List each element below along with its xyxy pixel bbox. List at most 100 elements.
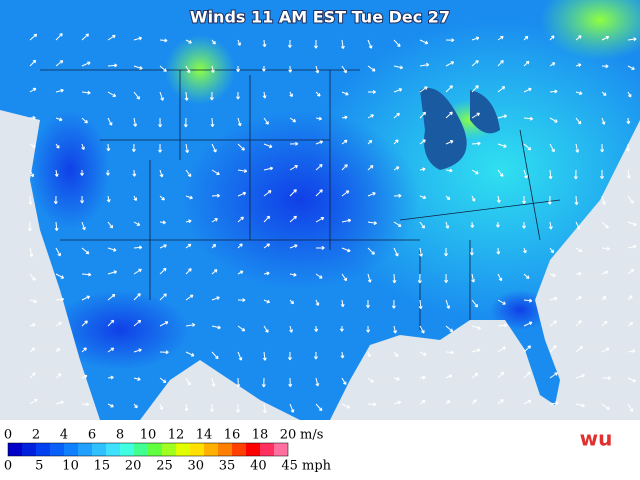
wind-arrow <box>601 376 612 381</box>
wind-arrow <box>393 88 403 93</box>
wind-arrow <box>315 116 322 121</box>
wind-arrow <box>601 403 610 410</box>
wind-arrow <box>367 247 375 255</box>
ms-label: 16 <box>224 428 241 443</box>
wind-arrow <box>419 400 426 405</box>
wind-arrow <box>158 143 163 153</box>
wind-arrow <box>263 325 269 333</box>
wind-arrow <box>54 169 59 177</box>
wind-arrow <box>29 323 36 327</box>
wind-arrow <box>159 267 167 275</box>
wind-arrow <box>341 115 348 120</box>
wind-arrow <box>133 268 142 275</box>
wind-arrow <box>393 39 401 48</box>
wind-arrow <box>263 215 271 223</box>
wind-arrow <box>55 60 64 67</box>
wind-arrow <box>523 143 532 151</box>
wind-arrow <box>211 169 220 176</box>
color-swatch <box>8 443 22 456</box>
wind-arrow <box>159 244 167 249</box>
ms-label: 20 <box>280 428 297 443</box>
wind-arrow <box>575 247 583 253</box>
wind-arrow <box>549 247 554 254</box>
wind-arrow <box>366 325 371 333</box>
wind-arrow <box>53 195 58 205</box>
wind-arrow <box>549 117 558 123</box>
wind-arrow <box>393 193 402 198</box>
wind-arrow <box>367 351 371 358</box>
wind-arrow <box>523 399 532 405</box>
wind-arrow <box>445 140 454 145</box>
wind-arrow <box>339 325 344 332</box>
wind-arrow <box>81 295 91 301</box>
wind-arrow <box>340 39 345 50</box>
wind-arrow <box>28 195 33 205</box>
wind-arrow <box>107 63 118 68</box>
wind-arrow <box>470 221 475 228</box>
wind-arrow <box>445 85 453 93</box>
wind-arrow <box>419 351 427 356</box>
wind-arrow <box>263 243 271 249</box>
ms-label: 14 <box>196 428 213 443</box>
wind-arrow <box>471 399 477 405</box>
wind-arrow <box>445 350 454 355</box>
wind-arrow <box>497 371 505 379</box>
color-swatch <box>162 443 176 456</box>
wind-arrow <box>523 247 527 254</box>
wind-arrow <box>419 111 427 119</box>
wind-arrow <box>471 325 481 330</box>
wind-arrow <box>497 114 508 119</box>
wind-arrow <box>55 33 63 41</box>
wind-arrow <box>107 91 117 97</box>
wind-arrow <box>185 351 195 357</box>
wind-arrow <box>601 270 609 275</box>
wind-arrow <box>627 269 635 275</box>
wind-arrow <box>393 112 400 119</box>
wind-arrow <box>263 271 270 276</box>
wind-arrow <box>159 38 168 43</box>
wind-arrow <box>549 372 558 379</box>
wind-arrow <box>81 221 86 231</box>
color-swatch <box>274 443 288 456</box>
wind-arrow <box>471 169 479 175</box>
wind-arrow <box>575 117 582 125</box>
wind-arrow <box>575 143 580 153</box>
wind-arrow <box>471 195 476 202</box>
wind-arrow <box>263 166 274 171</box>
wind-arrow <box>81 347 87 353</box>
wind-arrow <box>341 403 351 409</box>
wind-arrow <box>315 163 323 171</box>
wind-arrow <box>315 377 320 387</box>
wind-arrow <box>627 377 636 383</box>
wind-arrow <box>601 195 606 205</box>
wind-arrow <box>107 375 114 380</box>
wind-arrow <box>627 37 637 42</box>
wind-arrow <box>548 221 553 230</box>
wind-arrow <box>185 169 192 177</box>
wind-arrow <box>107 221 114 229</box>
wind-arrow <box>393 325 397 334</box>
ms-label: 8 <box>116 428 124 443</box>
wind-arrow <box>105 169 110 176</box>
wind-arrow <box>81 272 92 277</box>
wind-arrow <box>573 169 578 180</box>
wind-arrow <box>211 218 218 223</box>
wind-arrow <box>210 117 215 128</box>
map-title: Winds 11 AM EST Tue Dec 27 <box>190 8 450 27</box>
logo-text: wu <box>580 427 613 451</box>
color-bar-border <box>7 442 289 457</box>
color-swatch <box>246 443 260 456</box>
wind-arrow <box>445 399 451 405</box>
wind-arrow <box>263 117 269 125</box>
wind-arrow <box>627 349 636 354</box>
wind-arrow <box>81 320 88 327</box>
wind-arrow <box>444 247 449 257</box>
wind-arrow <box>392 273 397 284</box>
wind-arrow <box>367 65 376 72</box>
wind-arrow <box>393 65 404 70</box>
wind-arrow <box>133 293 141 301</box>
wind-arrow <box>211 325 221 330</box>
wind-arrow <box>445 325 454 333</box>
wind-arrow <box>29 372 36 379</box>
wind-arrow <box>185 143 190 154</box>
